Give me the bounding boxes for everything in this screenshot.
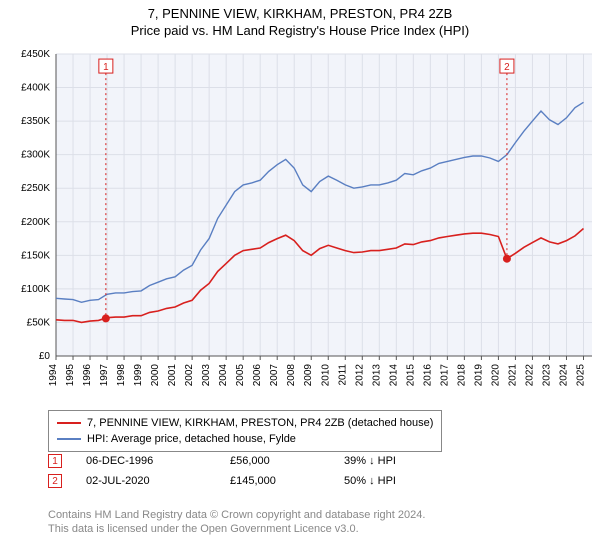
svg-text:£50K: £50K bbox=[27, 317, 51, 328]
svg-text:2011: 2011 bbox=[337, 364, 348, 386]
svg-text:2002: 2002 bbox=[184, 364, 195, 387]
svg-text:2001: 2001 bbox=[167, 364, 178, 387]
svg-text:2012: 2012 bbox=[354, 364, 365, 387]
svg-text:2010: 2010 bbox=[320, 364, 331, 387]
svg-text:2024: 2024 bbox=[558, 364, 569, 387]
svg-text:2025: 2025 bbox=[575, 364, 586, 387]
chart: £0 £50K £100K £150K £200K £250K £300K £350K £400… bbox=[0, 44, 600, 404]
svg-text:2000: 2000 bbox=[150, 364, 161, 387]
svg-text:2015: 2015 bbox=[405, 364, 416, 387]
legend-swatch bbox=[57, 422, 81, 424]
svg-text:1996: 1996 bbox=[82, 364, 93, 387]
sale-delta: 39% ↓ HPI bbox=[344, 455, 434, 467]
chart-svg: £0 £50K £100K £150K £200K £250K £300K £350K £400… bbox=[0, 44, 600, 404]
chart-container: 7, PENNINE VIEW, KIRKHAM, PRESTON, PR4 2… bbox=[0, 0, 600, 560]
svg-text:2003: 2003 bbox=[201, 364, 212, 387]
sale-row: 2 02-JUL-2020 £145,000 50% ↓ HPI bbox=[48, 474, 434, 488]
sale-date: 02-JUL-2020 bbox=[86, 475, 206, 487]
legend-swatch bbox=[57, 438, 81, 440]
svg-text:£200K: £200K bbox=[21, 217, 50, 228]
svg-text:2021: 2021 bbox=[507, 364, 518, 387]
svg-text:2018: 2018 bbox=[456, 364, 467, 387]
svg-text:2020: 2020 bbox=[490, 364, 501, 387]
svg-text:£300K: £300K bbox=[21, 150, 50, 161]
sale-row: 1 06-DEC-1996 £56,000 39% ↓ HPI bbox=[48, 454, 434, 468]
svg-text:2007: 2007 bbox=[269, 364, 280, 387]
title-address: 7, PENNINE VIEW, KIRKHAM, PRESTON, PR4 2… bbox=[0, 6, 600, 21]
legend-item: 7, PENNINE VIEW, KIRKHAM, PRESTON, PR4 2… bbox=[57, 415, 433, 431]
svg-text:2004: 2004 bbox=[218, 364, 229, 387]
svg-text:2023: 2023 bbox=[541, 364, 552, 387]
footer-line: Contains HM Land Registry data © Crown c… bbox=[48, 508, 425, 522]
svg-text:£150K: £150K bbox=[21, 250, 50, 261]
svg-text:£100K: £100K bbox=[21, 284, 50, 295]
svg-text:1999: 1999 bbox=[133, 364, 144, 387]
legend-item: HPI: Average price, detached house, Fyld… bbox=[57, 431, 433, 447]
svg-text:1997: 1997 bbox=[99, 364, 110, 387]
legend-label: HPI: Average price, detached house, Fyld… bbox=[87, 431, 296, 447]
svg-text:2022: 2022 bbox=[524, 364, 535, 387]
footer-line: This data is licensed under the Open Gov… bbox=[48, 522, 425, 536]
svg-text:2013: 2013 bbox=[371, 364, 382, 387]
svg-text:2: 2 bbox=[504, 62, 510, 73]
svg-text:2005: 2005 bbox=[235, 364, 246, 387]
sale-price: £145,000 bbox=[230, 475, 320, 487]
svg-text:£450K: £450K bbox=[21, 49, 50, 60]
footer: Contains HM Land Registry data © Crown c… bbox=[48, 508, 425, 536]
svg-text:£250K: £250K bbox=[21, 183, 50, 194]
svg-text:1994: 1994 bbox=[48, 364, 59, 387]
title-subtitle: Price paid vs. HM Land Registry's House … bbox=[0, 23, 600, 38]
legend-label: 7, PENNINE VIEW, KIRKHAM, PRESTON, PR4 2… bbox=[87, 415, 433, 431]
svg-text:2017: 2017 bbox=[439, 364, 450, 387]
svg-text:£0: £0 bbox=[39, 351, 51, 362]
svg-text:£350K: £350K bbox=[21, 116, 50, 127]
legend: 7, PENNINE VIEW, KIRKHAM, PRESTON, PR4 2… bbox=[48, 410, 442, 452]
svg-text:2008: 2008 bbox=[286, 364, 297, 387]
svg-text:2009: 2009 bbox=[303, 364, 314, 387]
svg-text:2014: 2014 bbox=[388, 364, 399, 387]
svg-text:2006: 2006 bbox=[252, 364, 263, 387]
title-block: 7, PENNINE VIEW, KIRKHAM, PRESTON, PR4 2… bbox=[0, 0, 600, 38]
svg-text:£400K: £400K bbox=[21, 83, 50, 94]
svg-text:1995: 1995 bbox=[65, 364, 76, 387]
sale-price: £56,000 bbox=[230, 455, 320, 467]
sale-marker-box: 1 bbox=[48, 454, 62, 468]
svg-text:2016: 2016 bbox=[422, 364, 433, 387]
svg-text:1: 1 bbox=[103, 62, 109, 73]
sale-date: 06-DEC-1996 bbox=[86, 455, 206, 467]
sale-marker-box: 2 bbox=[48, 474, 62, 488]
svg-text:2019: 2019 bbox=[473, 364, 484, 387]
sales-table: 1 06-DEC-1996 £56,000 39% ↓ HPI 2 02-JUL… bbox=[48, 454, 434, 494]
svg-text:1998: 1998 bbox=[116, 364, 127, 387]
sale-delta: 50% ↓ HPI bbox=[344, 475, 434, 487]
